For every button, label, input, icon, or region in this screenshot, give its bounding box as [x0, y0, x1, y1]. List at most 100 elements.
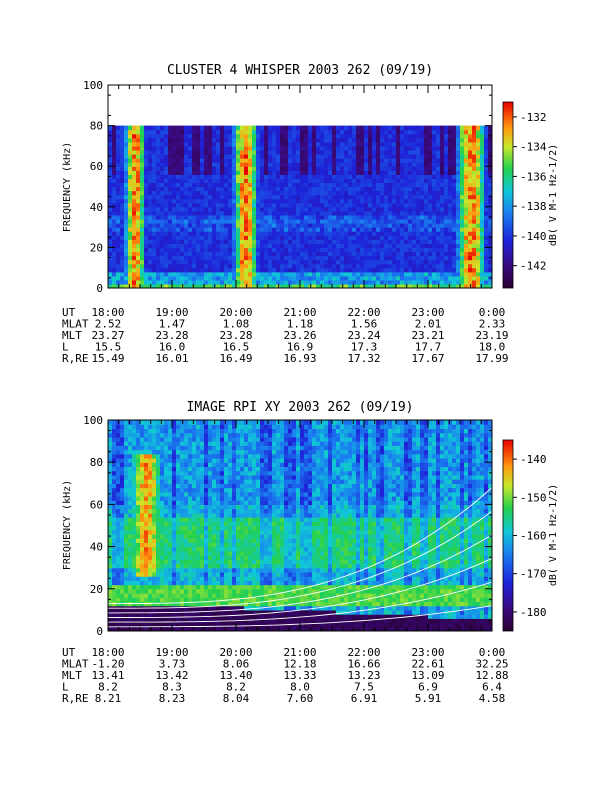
- y-tick-label: 40: [90, 201, 103, 214]
- heat-cell: [180, 597, 185, 603]
- heat-cell: [208, 279, 213, 285]
- heat-cell: [336, 174, 341, 179]
- heat-cell: [296, 271, 301, 277]
- heat-cell: [440, 190, 445, 196]
- heat-cell: [476, 206, 481, 212]
- heat-cell: [156, 166, 161, 171]
- heat-cell: [136, 576, 141, 581]
- heat-cell: [284, 227, 289, 232]
- heat-cell: [128, 194, 133, 200]
- heat-cell: [116, 279, 121, 285]
- heat-cell: [436, 223, 441, 228]
- heat-cell: [460, 141, 465, 147]
- heat-cell: [284, 210, 289, 216]
- heat-cell: [328, 162, 333, 167]
- heat-cell: [320, 214, 325, 220]
- heat-cell: [144, 449, 149, 455]
- heat-cell: [468, 235, 473, 240]
- heat-cell: [140, 597, 145, 603]
- heat-cell: [460, 279, 465, 285]
- heat-cell: [164, 525, 169, 531]
- heat-cell: [340, 271, 345, 277]
- heat-cell: [112, 267, 117, 273]
- heat-cell: [116, 223, 121, 228]
- heat-cell: [340, 206, 345, 212]
- heat-cell: [164, 420, 169, 425]
- heat-cell: [108, 593, 113, 598]
- heat-cell: [420, 154, 425, 159]
- heat-cell: [192, 166, 197, 171]
- heat-cell: [436, 145, 441, 151]
- heat-cell: [436, 137, 441, 143]
- heat-cell: [120, 479, 125, 484]
- heat-cell: [224, 243, 229, 248]
- heat-cell: [144, 198, 149, 204]
- heat-cell: [116, 517, 121, 522]
- heat-cell: [436, 259, 441, 265]
- heat-cell: [408, 174, 413, 179]
- heat-cell: [468, 247, 473, 253]
- heat-cell: [232, 154, 237, 159]
- heat-cell: [220, 214, 225, 220]
- heat-cell: [428, 170, 433, 175]
- heat-cell: [208, 166, 213, 171]
- heat-cell: [448, 267, 453, 273]
- heat-cell: [468, 162, 473, 167]
- heat-cell: [132, 622, 137, 628]
- heat-cell: [176, 227, 181, 232]
- heat-cell: [272, 223, 277, 228]
- heat-cell: [264, 235, 269, 240]
- heat-cell: [168, 453, 173, 459]
- heat-cell: [168, 470, 173, 476]
- heat-cell: [316, 133, 321, 139]
- heat-cell: [148, 491, 153, 497]
- heat-cell: [384, 137, 389, 143]
- heat-cell: [112, 479, 117, 484]
- heat-cell: [312, 231, 317, 236]
- heat-cell: [464, 214, 469, 220]
- heat-cell: [160, 263, 165, 269]
- heat-cell: [276, 214, 281, 220]
- heat-cell: [440, 149, 445, 155]
- heat-cell: [152, 428, 157, 434]
- heat-cell: [156, 517, 161, 522]
- heat-cell: [452, 251, 457, 257]
- heat-cell: [352, 154, 357, 159]
- heat-cell: [424, 194, 429, 200]
- heat-cell: [468, 206, 473, 212]
- heat-cell: [256, 271, 261, 277]
- heat-cell: [200, 223, 205, 228]
- heat-cell: [272, 174, 277, 179]
- heat-cell: [112, 449, 117, 455]
- heat-cell: [128, 202, 133, 208]
- heat-cell: [316, 223, 321, 228]
- heat-cell: [348, 149, 353, 155]
- heat-cell: [248, 202, 253, 208]
- heat-cell: [180, 235, 185, 240]
- heat-cell: [192, 251, 197, 257]
- heat-cell: [484, 186, 489, 192]
- heat-cell: [128, 521, 133, 527]
- heat-cell: [192, 133, 197, 139]
- heat-cell: [140, 436, 145, 442]
- heat-cell: [144, 149, 149, 155]
- heat-cell: [204, 129, 209, 135]
- heat-cell: [120, 428, 125, 434]
- heat-cell: [420, 186, 425, 192]
- heat-cell: [324, 247, 329, 253]
- heat-cell: [204, 283, 209, 288]
- heat-cell: [208, 202, 213, 208]
- heat-cell: [388, 235, 393, 240]
- heat-cell: [136, 214, 141, 220]
- heat-cell: [376, 141, 381, 147]
- heat-cell: [220, 202, 225, 208]
- heat-cell: [332, 247, 337, 253]
- heat-cell: [136, 263, 141, 269]
- heat-cell: [372, 141, 377, 147]
- heat-cell: [404, 267, 409, 273]
- heat-cell: [408, 218, 413, 224]
- heat-cell: [312, 202, 317, 208]
- heat-cell: [108, 178, 113, 184]
- heat-cell: [204, 133, 209, 139]
- heat-cell: [428, 247, 433, 253]
